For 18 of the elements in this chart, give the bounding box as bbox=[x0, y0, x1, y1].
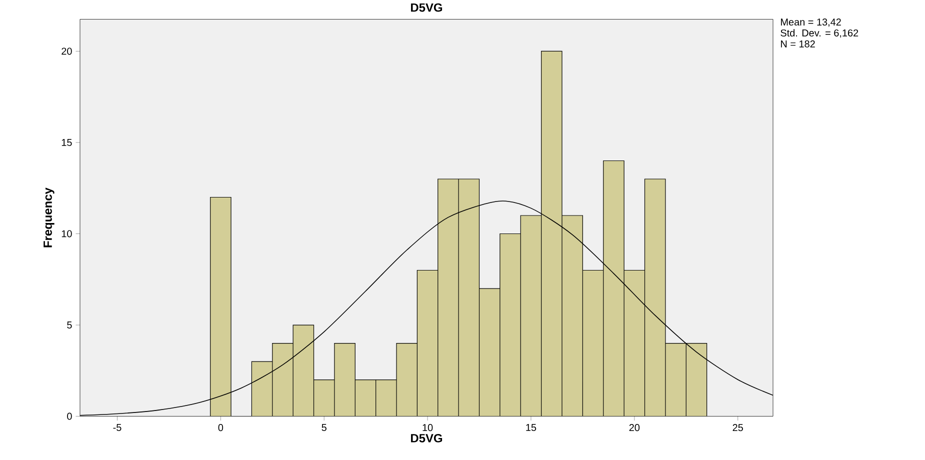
x-tick-label: 25 bbox=[732, 424, 743, 431]
x-tick-label: 5 bbox=[322, 424, 326, 431]
text: Mean = 13,42 bbox=[781, 18, 841, 27]
y-tick-label: 5 bbox=[67, 321, 72, 328]
y-tick-label: 10 bbox=[62, 230, 72, 238]
y-tick-label: 0 bbox=[67, 412, 72, 420]
x-tick-label: -5 bbox=[113, 424, 122, 431]
y-tick-label: 20 bbox=[62, 48, 72, 55]
x-tick-label: 15 bbox=[526, 424, 536, 431]
chart-title: D5VG bbox=[411, 3, 442, 12]
x-axis-title: D5VG bbox=[411, 434, 442, 442]
x-tick-label: 20 bbox=[629, 424, 640, 431]
x-tick-label: 0 bbox=[218, 424, 224, 431]
y-tick-label: 15 bbox=[62, 138, 72, 146]
text: Std. Dev. = 6,162 bbox=[780, 29, 858, 38]
y-axis-title: Frequency bbox=[44, 187, 54, 248]
text: N = 182 bbox=[781, 40, 815, 48]
x-tick-label: 10 bbox=[422, 424, 433, 431]
